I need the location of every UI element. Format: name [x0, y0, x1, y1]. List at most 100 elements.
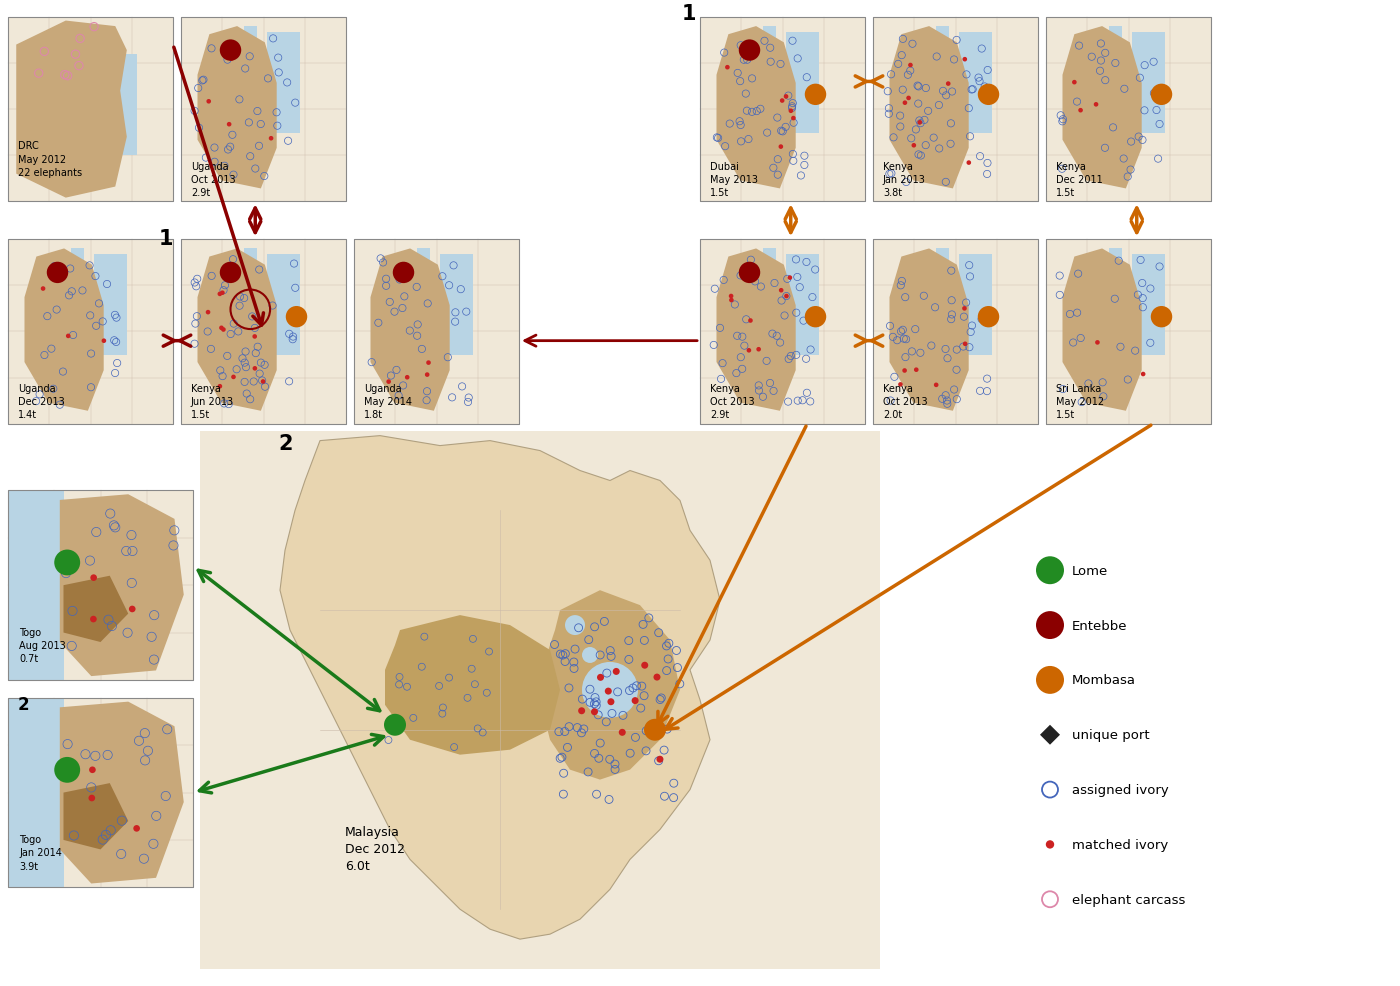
Bar	[417, 249, 430, 301]
Circle shape	[917, 121, 923, 125]
Bar	[181, 18, 346, 202]
Bar	[1046, 18, 1211, 202]
Circle shape	[46, 262, 69, 284]
Circle shape	[1072, 81, 1077, 86]
Circle shape	[739, 40, 760, 62]
Circle shape	[231, 376, 235, 380]
Bar	[1131, 33, 1165, 134]
Text: Dubai
May 2013
1.5t: Dubai May 2013 1.5t	[710, 162, 757, 198]
Circle shape	[566, 615, 585, 635]
Bar	[1109, 27, 1121, 79]
Bar	[1046, 18, 1211, 202]
Circle shape	[791, 116, 795, 121]
Bar	[8, 18, 174, 202]
Bar	[8, 491, 193, 680]
Circle shape	[966, 161, 972, 166]
Circle shape	[909, 64, 913, 68]
Polygon shape	[280, 436, 720, 940]
Text: matched ivory: matched ivory	[1072, 838, 1168, 851]
Bar	[354, 240, 519, 424]
Circle shape	[784, 95, 788, 100]
Circle shape	[608, 698, 615, 706]
Bar	[8, 18, 174, 202]
Polygon shape	[717, 249, 795, 411]
Circle shape	[1093, 103, 1099, 107]
Polygon shape	[1063, 249, 1142, 411]
Circle shape	[631, 697, 638, 704]
Bar	[106, 54, 137, 156]
Bar	[8, 491, 193, 680]
Text: 1: 1	[682, 4, 697, 24]
Bar	[354, 240, 519, 424]
Circle shape	[1151, 307, 1172, 328]
Circle shape	[977, 307, 1000, 328]
Text: Togo
Aug 2013
0.7t: Togo Aug 2013 0.7t	[20, 627, 66, 664]
Polygon shape	[197, 27, 277, 189]
Circle shape	[644, 719, 666, 740]
Circle shape	[384, 714, 406, 736]
Polygon shape	[60, 702, 183, 883]
Bar	[1046, 240, 1211, 424]
Text: Uganda
Dec 2013
1.4t: Uganda Dec 2013 1.4t	[18, 384, 64, 420]
Text: Kenya
Jan 2013
3.8t: Kenya Jan 2013 3.8t	[883, 162, 925, 198]
Bar	[700, 18, 865, 202]
Bar	[70, 249, 84, 301]
Text: Kenya
Dec 2011
1.5t: Kenya Dec 2011 1.5t	[1056, 162, 1103, 198]
Circle shape	[911, 144, 916, 149]
Circle shape	[393, 262, 414, 284]
Circle shape	[66, 334, 70, 339]
Polygon shape	[385, 615, 560, 755]
Bar	[244, 249, 258, 301]
Bar	[1131, 254, 1165, 356]
Bar	[700, 240, 865, 424]
Circle shape	[252, 335, 258, 339]
Bar	[8, 491, 63, 680]
Circle shape	[90, 616, 97, 623]
Circle shape	[1095, 341, 1100, 345]
Text: elephant carcass: elephant carcass	[1072, 893, 1186, 906]
Text: Kenya
Jun 2013
1.5t: Kenya Jun 2013 1.5t	[190, 384, 234, 420]
Bar	[874, 240, 1037, 424]
Polygon shape	[540, 591, 680, 780]
Circle shape	[220, 326, 224, 330]
Bar	[267, 33, 300, 134]
Circle shape	[963, 342, 967, 347]
Circle shape	[206, 311, 210, 316]
Circle shape	[619, 729, 626, 737]
Circle shape	[1036, 667, 1064, 694]
Circle shape	[613, 669, 620, 675]
Circle shape	[102, 339, 106, 344]
Circle shape	[725, 66, 729, 70]
Text: Malaysia
Dec 2012
6.0t: Malaysia Dec 2012 6.0t	[344, 825, 405, 873]
Text: Uganda
Oct 2013
2.9t: Uganda Oct 2013 2.9t	[190, 162, 235, 198]
Circle shape	[286, 307, 307, 328]
Circle shape	[133, 825, 140, 832]
Circle shape	[252, 367, 258, 372]
Circle shape	[788, 276, 792, 281]
Circle shape	[90, 767, 95, 773]
Circle shape	[641, 662, 648, 669]
Circle shape	[788, 109, 794, 114]
Circle shape	[605, 688, 612, 695]
Bar	[1046, 240, 1211, 424]
Bar	[440, 254, 473, 356]
Polygon shape	[60, 495, 183, 676]
Bar	[181, 240, 346, 424]
Circle shape	[88, 795, 95, 802]
Bar	[785, 33, 819, 134]
Bar	[700, 18, 865, 202]
Text: 2: 2	[17, 695, 29, 714]
Text: Mombasa: Mombasa	[1072, 673, 1135, 686]
Circle shape	[1151, 85, 1172, 106]
Circle shape	[654, 673, 661, 681]
Circle shape	[657, 756, 664, 763]
Circle shape	[748, 318, 753, 323]
Bar	[785, 254, 819, 356]
Text: Kenya
Oct 2013
2.9t: Kenya Oct 2013 2.9t	[710, 384, 755, 420]
Polygon shape	[717, 27, 795, 189]
Circle shape	[729, 299, 734, 303]
Bar	[763, 249, 776, 301]
Circle shape	[129, 606, 136, 612]
Bar	[8, 698, 193, 887]
Circle shape	[206, 100, 211, 105]
